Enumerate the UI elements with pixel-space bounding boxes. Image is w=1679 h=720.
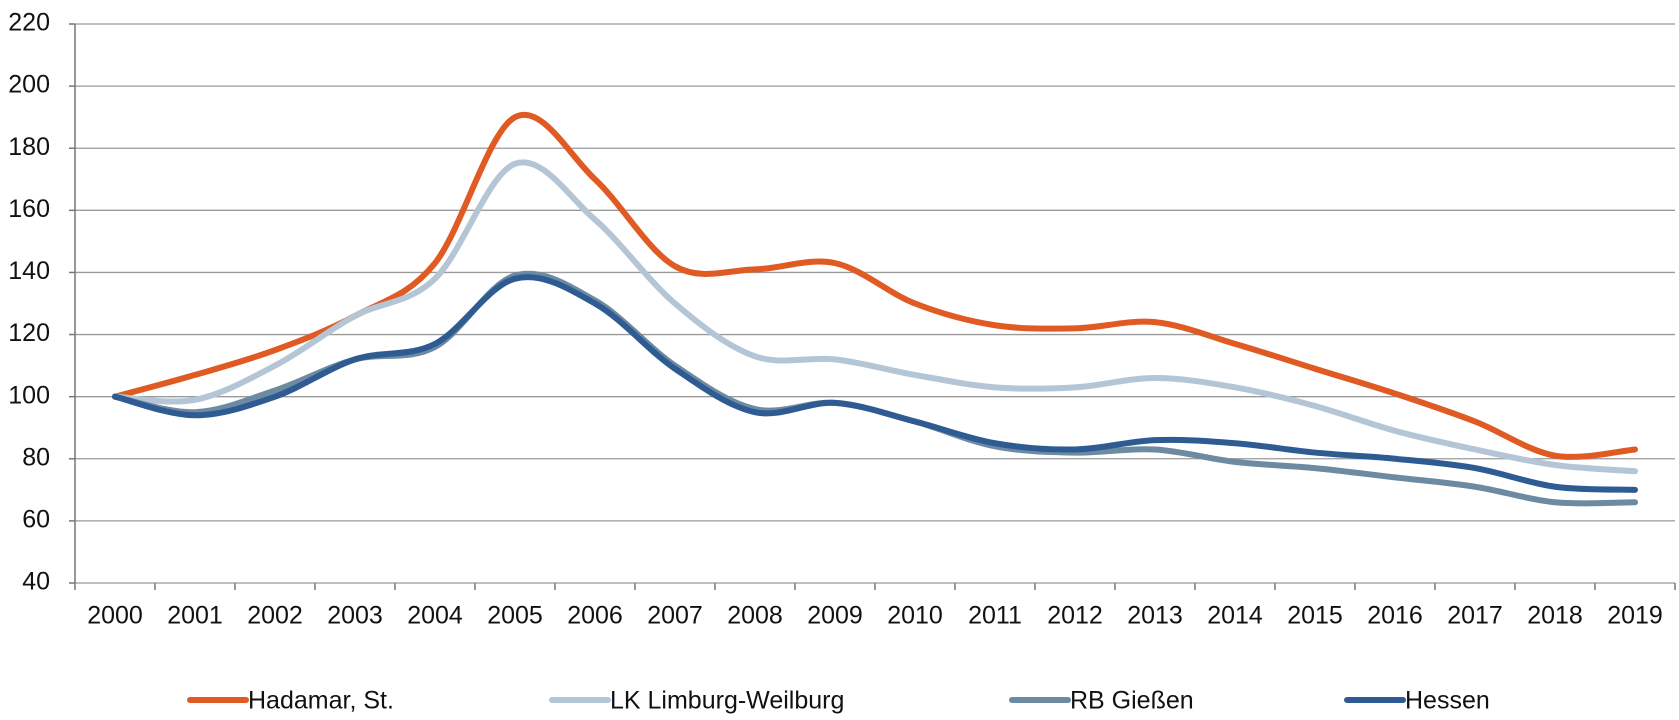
legend-label: Hessen — [1405, 687, 1490, 715]
y-tick-label: 60 — [22, 505, 50, 533]
x-tick-label: 2015 — [1287, 602, 1343, 630]
x-tick-label: 2002 — [247, 602, 303, 630]
y-tick-label: 140 — [8, 257, 50, 285]
x-tick-label: 2009 — [807, 602, 863, 630]
x-tick-label: 2014 — [1207, 602, 1263, 630]
legend-label: LK Limburg-Weilburg — [610, 687, 844, 715]
x-tick-label: 2005 — [487, 602, 543, 630]
x-tick-label: 2012 — [1047, 602, 1103, 630]
line-series — [112, 274, 1638, 493]
x-tick-label: 2000 — [87, 602, 143, 630]
x-tick-label: 2007 — [647, 602, 703, 630]
x-tick-label: 2016 — [1367, 602, 1423, 630]
y-tick-label: 120 — [8, 319, 50, 347]
x-tick-label: 2013 — [1127, 602, 1183, 630]
x-tick-label: 2001 — [167, 602, 223, 630]
y-tick-label: 100 — [8, 381, 50, 409]
line-series — [112, 111, 1638, 460]
x-tick-label: 2003 — [327, 602, 383, 630]
y-tick-label: 80 — [22, 443, 50, 471]
y-tick-label: 40 — [22, 568, 50, 596]
x-tick-label: 2018 — [1527, 602, 1583, 630]
y-tick-label: 200 — [8, 71, 50, 99]
x-tick-label: 2011 — [968, 602, 1022, 630]
x-tick-label: 2004 — [407, 602, 463, 630]
y-tick-label: 160 — [8, 195, 50, 223]
legend-label: RB Gießen — [1070, 687, 1194, 715]
x-tick-label: 2010 — [887, 602, 943, 630]
x-tick-label: 2008 — [727, 602, 783, 630]
x-tick-label: 2017 — [1447, 602, 1503, 630]
x-tick-label: 2006 — [567, 602, 623, 630]
line-series — [112, 159, 1638, 475]
y-tick-label: 220 — [8, 9, 50, 37]
y-tick-label: 180 — [8, 133, 50, 161]
x-tick-label: 2019 — [1607, 602, 1663, 630]
legend-label: Hadamar, St. — [248, 687, 394, 715]
line-series — [112, 270, 1638, 507]
